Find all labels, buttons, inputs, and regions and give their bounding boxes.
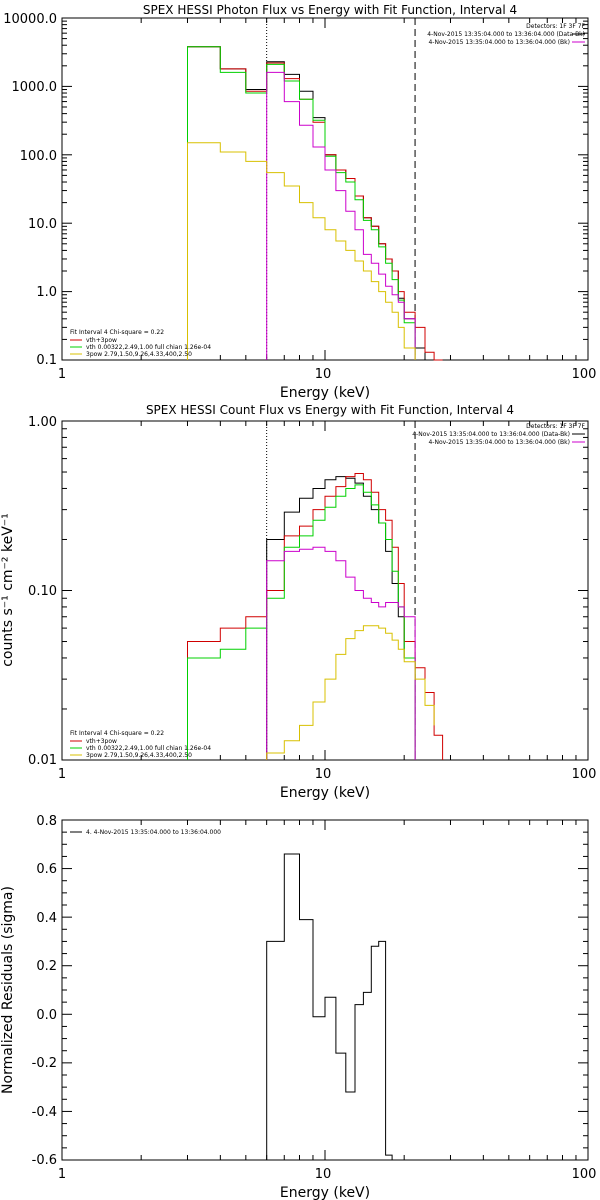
x-axis-label: Energy (keV) (280, 785, 370, 801)
header-line: Detectors: 1F 3F 7F (526, 23, 585, 30)
series-magenta-line (266, 71, 416, 360)
legend-line: vth 0.00322,2.49,1.00 full chian 1.26e-0… (86, 344, 211, 351)
legend-line: Fit Interval 4 Chi-square = 0.22 (70, 730, 164, 737)
x-tick-label: 100 (572, 367, 597, 382)
legend-line: vth+3pow (86, 337, 117, 344)
y-axis-label: Normalized Residuals (sigma) (0, 886, 16, 1094)
chart-title: SPEX HESSI Photon Flux vs Energy with Fi… (143, 3, 517, 17)
legend-line: 3pow 2.79,1.50,9.26,4.33,400,2.50 (86, 752, 192, 759)
header-line: Detectors: 1F 3F 7F (526, 423, 585, 430)
legend-line: 3pow 2.79,1.50,9.26,4.33,400,2.50 (86, 351, 192, 358)
series-group (187, 421, 444, 760)
y-tick-label: 0.1 (36, 353, 57, 368)
axis-ticks (61, 420, 588, 761)
series-yellow-line (187, 142, 416, 360)
y-tick-label: -0.6 (32, 1153, 57, 1168)
y-tick-label: 1.00 (28, 415, 57, 430)
x-tick-label: 10 (315, 367, 332, 382)
x-tick-label: 10 (315, 767, 332, 782)
x-tick-label: 100 (572, 1167, 597, 1182)
header-line: 4-Nov-2015 13:35:04.000 to 13:36:04.000 … (428, 439, 570, 446)
axis-ticks (61, 819, 588, 1161)
legend-line: vth+3pow (86, 738, 117, 745)
header-line: 4-Nov-2015 13:35:04.000 to 13:36:04.000 … (412, 431, 570, 438)
series-magenta-line (266, 546, 416, 760)
y-tick-label: 10.0 (28, 217, 57, 232)
series-black-line (266, 853, 393, 1160)
y-tick-label: 0.2 (36, 959, 57, 974)
header-line: 4-Nov-2015 13:35:04.000 to 13:36:04.000 … (428, 39, 570, 46)
legend-line: vth 0.00322,2.49,1.00 full chian 1.26e-0… (86, 745, 211, 752)
series-yellow-line (266, 625, 435, 760)
y-tick-label: -0.4 (32, 1105, 57, 1120)
y-tick-label: 0.8 (36, 814, 57, 829)
y-tick-label: 0.0 (36, 1008, 57, 1023)
count-flux-panel: SPEX HESSI Count Flux vs Energy with Fit… (0, 403, 596, 801)
header-line: 4-Nov-2015 13:35:04.000 to 13:36:04.000 … (427, 31, 585, 38)
series-black-line (266, 476, 416, 760)
series-group (187, 18, 443, 361)
series-red-line (187, 473, 444, 760)
y-axis-label: counts s⁻¹ cm⁻² keV⁻¹ (0, 513, 16, 667)
y-tick-label: 0.6 (36, 862, 57, 877)
y-tick-label: -0.2 (32, 1056, 57, 1071)
y-tick-label: 1.0 (36, 285, 57, 300)
axis-ticks (61, 17, 588, 361)
x-axis-label: Energy (keV) (280, 1185, 370, 1200)
x-tick-label: 10 (315, 1167, 332, 1182)
x-tick-label: 1 (58, 367, 66, 382)
x-tick-label: 1 (58, 767, 66, 782)
series-group (266, 853, 393, 1160)
photon-flux-panel: SPEX HESSI Photon Flux vs Energy with Fi… (3, 3, 596, 401)
x-axis-label: Energy (keV) (280, 385, 370, 401)
legend-line: Fit Interval 4 Chi-square = 0.22 (70, 329, 164, 336)
y-tick-label: 10000.0 (3, 12, 57, 27)
legend-line: 4. 4-Nov-2015 13:35:04.000 to 13:36:04.0… (86, 829, 221, 836)
chart-title: SPEX HESSI Count Flux vs Energy with Fit… (146, 403, 514, 417)
residuals-panel: 1 10 100 0.8 0.6 0.4 0.2 0.0 -0.2 -0.4 -… (0, 814, 596, 1200)
x-tick-label: 100 (572, 767, 597, 782)
y-tick-label: 100.0 (20, 149, 57, 164)
x-tick-label: 1 (58, 1167, 66, 1182)
y-tick-label: 0.10 (28, 584, 57, 599)
y-tick-label: 1000.0 (12, 80, 58, 95)
y-tick-label: 0.4 (36, 911, 57, 926)
y-tick-label: 0.01 (28, 753, 57, 768)
